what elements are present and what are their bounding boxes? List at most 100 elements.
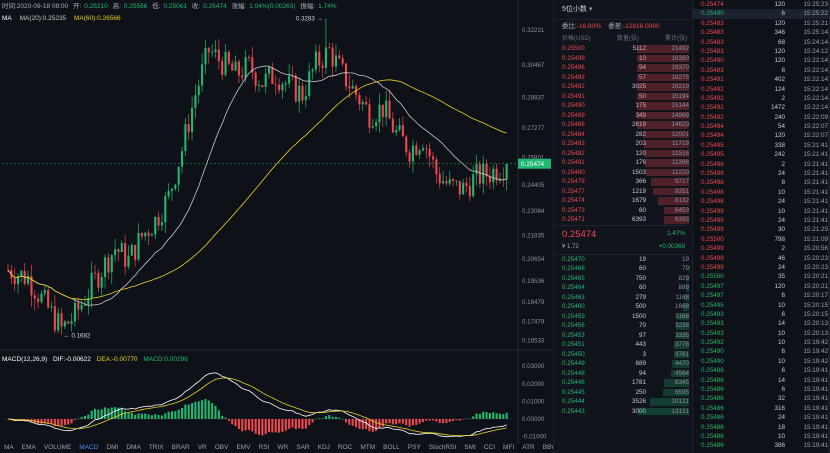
ask-row[interactable]: 0.25492 3025 16219 xyxy=(554,82,691,92)
candle-body xyxy=(27,276,30,284)
tab-rsi[interactable]: RSI xyxy=(258,444,270,451)
ask-row[interactable]: 0.25483 203 11719 xyxy=(554,139,691,149)
ask-row[interactable]: 0.25481 176 11396 xyxy=(554,158,691,168)
tab-sar[interactable]: SAR xyxy=(296,444,310,451)
tab-brar[interactable]: BRAR xyxy=(171,444,190,451)
candle-body xyxy=(204,47,207,65)
candle-body xyxy=(448,179,451,184)
tab-mfi[interactable]: MFI xyxy=(503,444,515,451)
trade-row: 0.25498 8 15:21:41 xyxy=(693,178,830,187)
tab-vr[interactable]: VR xyxy=(197,444,207,451)
ask-row[interactable]: 0.25500 5112 21492 xyxy=(554,44,691,54)
tab-atr[interactable]: ATR xyxy=(522,444,535,451)
tab-psy[interactable]: PSY xyxy=(407,444,421,451)
tab-trix[interactable]: TRIX xyxy=(148,444,164,451)
bid-row[interactable]: 0.25451 443 3778 xyxy=(554,340,691,350)
tab-boll[interactable]: BOLL xyxy=(383,444,400,451)
book-precision-select[interactable]: 5位小数 ▾ xyxy=(554,0,691,20)
tab-emv[interactable]: EMV xyxy=(236,444,251,451)
trade-time: 15:19:42 xyxy=(803,339,828,347)
macd-bar xyxy=(485,412,488,419)
tab-dmi[interactable]: DMI xyxy=(106,444,119,451)
ask-row[interactable]: 0.25484 282 12001 xyxy=(554,130,691,140)
tab-mtm[interactable]: MTM xyxy=(360,444,376,451)
bid-row[interactable]: 0.25460 500 1668 xyxy=(554,302,691,312)
bid-row[interactable]: 0.25450 3 3781 xyxy=(554,350,691,360)
tab-kdj[interactable]: KDJ xyxy=(317,444,330,451)
bid-row[interactable]: 0.25464 60 889 xyxy=(554,283,691,293)
ask-row[interactable]: 0.25491 50 15194 xyxy=(554,92,691,102)
macd-bar xyxy=(47,418,50,424)
macd-bar xyxy=(418,418,421,424)
macd-bar xyxy=(398,418,401,424)
ask-row[interactable]: 0.25499 10 16380 xyxy=(554,54,691,64)
tab-dma[interactable]: DMA xyxy=(126,444,141,451)
trade-scrollbar[interactable] xyxy=(828,0,830,453)
bid-row[interactable]: 0.25443 3000 13121 xyxy=(554,407,691,417)
book-volume: 97 xyxy=(638,331,646,339)
book-volume: 203 xyxy=(635,140,646,147)
ask-row[interactable]: 0.25474 1679 8132 xyxy=(554,196,691,206)
candle-body xyxy=(485,163,488,177)
tab-stochrsi[interactable]: StochRSI xyxy=(428,444,457,451)
candle-body xyxy=(187,124,190,133)
ask-row[interactable]: 0.25473 60 6453 xyxy=(554,206,691,216)
bid-row[interactable]: 0.25456 70 3238 xyxy=(554,321,691,331)
bid-row[interactable]: 0.25459 1500 3168 xyxy=(554,312,691,322)
book-price: 0.25480 xyxy=(562,168,585,176)
ask-row[interactable]: 0.25477 1219 9351 xyxy=(554,187,691,197)
tab-roc[interactable]: ROC xyxy=(337,444,353,451)
tab-wr[interactable]: WR xyxy=(277,444,289,451)
book-cumulative: 9351 xyxy=(674,187,689,195)
bid-row[interactable]: 0.25463 279 1168 xyxy=(554,293,691,303)
tab-ema[interactable]: EMA xyxy=(21,444,36,451)
trade-volume: 338 xyxy=(774,141,785,149)
tab-macd[interactable]: MACD xyxy=(79,444,99,451)
macd-bar xyxy=(455,418,458,421)
tab-smi[interactable]: SMI xyxy=(464,444,476,451)
candle-body xyxy=(462,182,465,195)
trade-time: 15:19:42 xyxy=(803,348,828,356)
bid-row[interactable]: 0.25445 250 6595 xyxy=(554,388,691,398)
ask-row[interactable]: 0.25478 366 9717 xyxy=(554,177,691,187)
bid-row[interactable]: 0.25465 750 829 xyxy=(554,274,691,284)
bid-row[interactable]: 0.25468 60 79 xyxy=(554,264,691,274)
macd-bar xyxy=(388,418,391,424)
macd-bar xyxy=(445,418,448,424)
tab-ma[interactable]: MA xyxy=(4,444,14,451)
bid-row[interactable]: 0.25449 689 4470 xyxy=(554,359,691,369)
ask-row[interactable]: 0.25496 94 16370 xyxy=(554,63,691,73)
bid-row[interactable]: 0.25470 19 19 xyxy=(554,255,691,265)
kline-chart[interactable]: 0.32231 0.30467 0.28837 0.27277 0.25801 0.244… xyxy=(0,0,605,453)
candle-body xyxy=(505,163,508,180)
bid-row[interactable]: 0.25446 1781 6345 xyxy=(554,378,691,388)
bid-row[interactable]: 0.25448 94 4564 xyxy=(554,369,691,379)
trade-volume: 6 xyxy=(781,386,785,394)
ask-row[interactable]: 0.25480 1503 11220 xyxy=(554,168,691,178)
tab-bbw[interactable]: BBW xyxy=(542,444,558,451)
ask-row[interactable]: 0.25486 2619 14620 xyxy=(554,120,691,130)
ask-row[interactable]: 0.25489 349 14969 xyxy=(554,111,691,121)
candle-body xyxy=(465,182,468,187)
ask-row[interactable]: 0.25471 6393 6393 xyxy=(554,215,691,225)
trade-price: 0.25486 xyxy=(701,386,724,394)
tab-obv[interactable]: OBV xyxy=(214,444,229,451)
ask-row[interactable]: 0.25493 57 16276 xyxy=(554,73,691,83)
macd-bar xyxy=(40,418,43,424)
macd-bar xyxy=(291,418,294,428)
tab-volume[interactable]: VOLUME xyxy=(43,444,72,451)
trade-time: 15:21:41 xyxy=(803,160,828,168)
ask-row[interactable]: 0.25490 175 15144 xyxy=(554,101,691,111)
ask-row[interactable]: 0.25482 120 11516 xyxy=(554,149,691,159)
macd-bar xyxy=(234,418,237,427)
tab-cci[interactable]: CCI xyxy=(483,444,496,451)
depth-bar xyxy=(637,73,689,81)
candle-body xyxy=(77,302,80,310)
candle-body xyxy=(321,65,324,68)
bid-row[interactable]: 0.25453 97 3335 xyxy=(554,331,691,341)
book-volume: 94 xyxy=(638,369,646,377)
candle-body xyxy=(244,57,247,78)
bid-row[interactable]: 0.25444 3526 10121 xyxy=(554,397,691,407)
book-volume: 1503 xyxy=(631,168,646,176)
kline-plot[interactable]: 0.32231 0.30467 0.28837 0.27277 0.25801 0.244… xyxy=(0,0,551,453)
